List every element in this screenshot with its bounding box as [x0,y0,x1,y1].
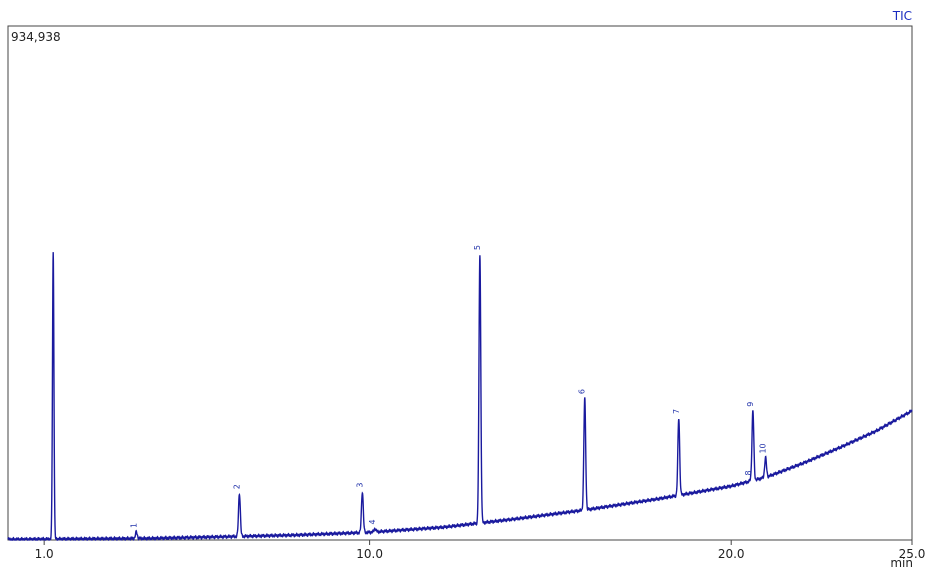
peak-label: 5 [473,245,482,250]
x-tick-label: 1.0 [35,547,54,561]
y-max-label: 934,938 [11,30,61,44]
peak-label: 10 [759,443,768,453]
x-tick-label: 10.0 [356,547,383,561]
peak-label: 7 [672,409,681,414]
plot-area [7,25,913,541]
peak-label: 3 [355,483,364,488]
x-tick-label: 20.0 [718,547,745,561]
x-axis-unit-label: min [890,556,913,570]
peak-label: 9 [746,402,755,407]
series-group [7,252,913,541]
x-axis-ticks: 1.0 10.0 20.0 25.0 [35,540,926,561]
peak-label: 8 [744,470,753,475]
tic-trace-line [7,252,913,541]
peak-label: 4 [368,519,377,524]
peak-label: 6 [578,389,587,394]
x-tick-label: 25.0 [899,547,926,561]
peak-label: 1 [129,523,138,528]
peak-label: 2 [232,484,241,489]
peak-labels-group: 1 2 3 4 5 6 7 8 9 10 [129,245,767,528]
trace-label: TIC [892,9,912,23]
